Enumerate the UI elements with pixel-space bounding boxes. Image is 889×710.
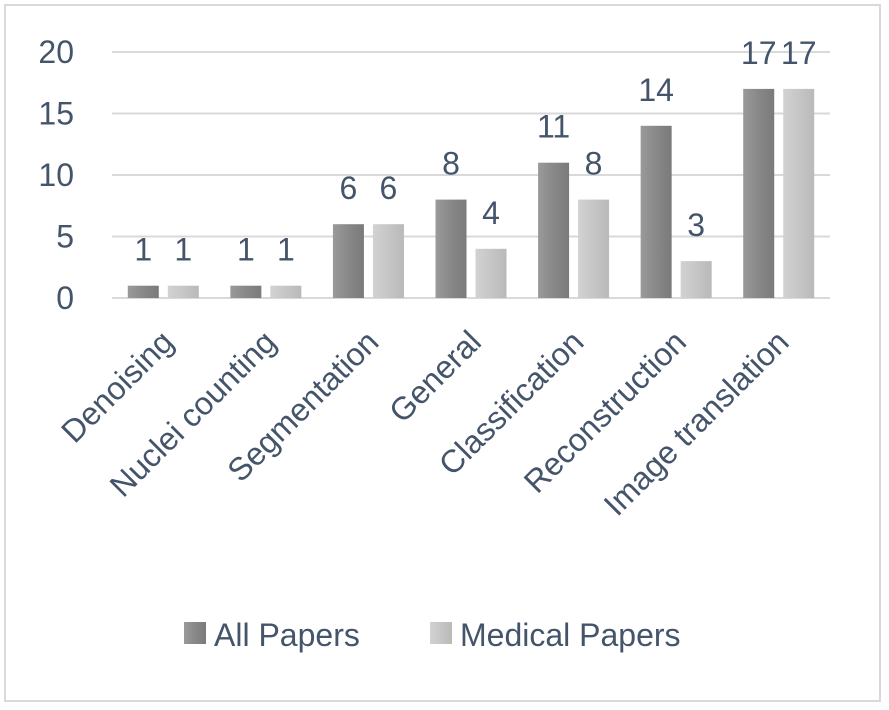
data-label: 1	[174, 232, 192, 268]
data-label: 17	[781, 35, 817, 71]
bars	[127, 88, 815, 299]
bar-medical-papers	[475, 248, 507, 298]
chart-frame	[4, 4, 881, 702]
bar-all-papers	[640, 125, 672, 298]
x-tick-label: Image translation	[597, 323, 796, 522]
y-tick-label: 0	[56, 280, 74, 316]
data-label: 8	[585, 146, 603, 182]
data-label: 17	[741, 35, 777, 71]
legend: All Papers Medical Papers	[184, 617, 681, 653]
bar-medical-papers	[578, 199, 610, 298]
legend-label: All Papers	[214, 617, 360, 653]
data-label: 1	[134, 232, 152, 268]
bar-all-papers	[743, 88, 775, 299]
data-label: 3	[687, 207, 705, 243]
bar-medical-papers	[372, 224, 404, 298]
data-label: 6	[340, 170, 358, 206]
x-tick-label: General	[382, 323, 488, 429]
bar-all-papers	[127, 285, 159, 298]
y-tick-label: 15	[38, 96, 74, 132]
y-tick-label: 5	[56, 219, 74, 255]
y-axis-ticks: 0 5 10 15 20	[38, 34, 74, 316]
data-label: 1	[237, 232, 255, 268]
bar-all-papers	[538, 162, 570, 298]
bar-medical-papers	[680, 261, 712, 298]
bar-medical-papers	[167, 285, 199, 298]
legend-swatch-all-papers	[184, 622, 206, 644]
legend-swatch-medical-papers	[430, 622, 452, 644]
data-label: 1	[277, 232, 295, 268]
bar-medical-papers	[270, 285, 302, 298]
y-tick-label: 20	[38, 34, 74, 70]
data-label: 4	[482, 195, 500, 231]
bar-all-papers	[435, 199, 467, 298]
legend-label: Medical Papers	[460, 617, 681, 653]
data-label: 14	[638, 72, 674, 108]
bar-medical-papers	[783, 88, 815, 299]
data-label: 6	[380, 170, 398, 206]
data-label: 11	[537, 109, 570, 145]
data-label: 8	[442, 146, 460, 182]
bar-all-papers	[332, 224, 364, 298]
bar-all-papers	[230, 285, 262, 298]
gridlines	[112, 51, 830, 299]
y-tick-label: 10	[38, 157, 74, 193]
